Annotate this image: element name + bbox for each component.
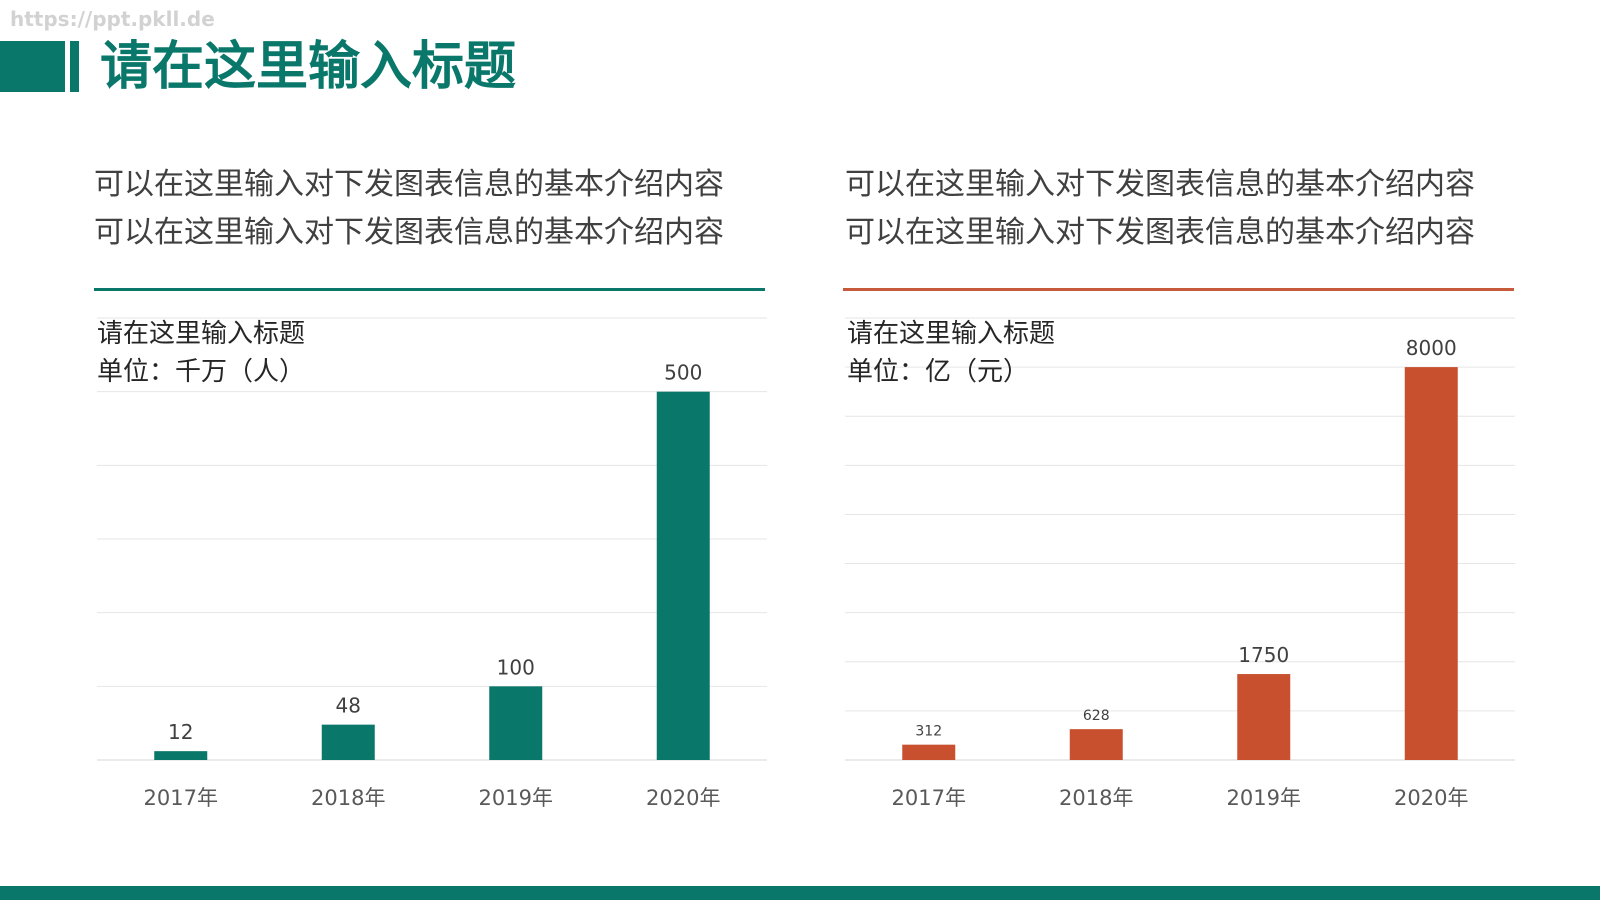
description-left: 可以在这里输入对下发图表信息的基本介绍内容 可以在这里输入对下发图表信息的基本介… bbox=[94, 161, 724, 257]
data-label: 1750 bbox=[1238, 643, 1289, 667]
description-right: 可以在这里输入对下发图表信息的基本介绍内容 可以在这里输入对下发图表信息的基本介… bbox=[845, 161, 1475, 257]
bar-chart-right: 312 2017年 628 2018年 1750 2019年 8000 2020年 bbox=[845, 317, 1515, 810]
bar bbox=[1237, 674, 1291, 760]
bar bbox=[489, 686, 543, 760]
description-line: 可以在这里输入对下发图表信息的基本介绍内容 bbox=[94, 167, 724, 202]
description-line: 可以在这里输入对下发图表信息的基本介绍内容 bbox=[94, 215, 724, 250]
data-label: 100 bbox=[497, 655, 535, 679]
data-label: 628 bbox=[1083, 708, 1110, 724]
category-label: 2019年 bbox=[479, 786, 553, 810]
title-color-block bbox=[0, 41, 65, 92]
bar bbox=[321, 724, 375, 760]
category-label: 2020年 bbox=[646, 786, 720, 810]
title-accent-bar bbox=[70, 41, 79, 92]
data-label: 312 bbox=[915, 724, 942, 740]
description-line: 可以在这里输入对下发图表信息的基本介绍内容 bbox=[845, 167, 1475, 202]
category-label: 2017年 bbox=[892, 786, 966, 810]
bar-chart-left: 12 2017年 48 2018年 100 2019年 500 2020年 bbox=[97, 317, 767, 810]
divider-line-right bbox=[843, 288, 1514, 291]
data-label: 500 bbox=[664, 361, 702, 385]
watermark-text: https://ppt.pkll.de bbox=[10, 7, 215, 31]
chart-unit-label: 单位：千万（人） bbox=[97, 357, 306, 387]
data-label: 8000 bbox=[1406, 336, 1457, 360]
category-label: 2017年 bbox=[144, 786, 218, 810]
bar bbox=[902, 744, 956, 760]
bar bbox=[1404, 367, 1458, 760]
bar bbox=[1069, 729, 1123, 760]
data-label: 12 bbox=[168, 720, 193, 744]
page-title: 请在这里输入标题 bbox=[100, 37, 517, 97]
category-label: 2019年 bbox=[1227, 786, 1301, 810]
category-label: 2020年 bbox=[1394, 786, 1468, 810]
category-label: 2018年 bbox=[311, 786, 385, 810]
chart-title: 请在这里输入标题 bbox=[97, 319, 306, 349]
category-label: 2018年 bbox=[1059, 786, 1133, 810]
divider-line-left bbox=[94, 288, 765, 291]
chart-unit-label: 单位：亿（元） bbox=[847, 357, 1030, 387]
chart-title: 请在这里输入标题 bbox=[847, 319, 1056, 349]
bar bbox=[154, 751, 208, 760]
data-label: 48 bbox=[336, 694, 361, 718]
description-line: 可以在这里输入对下发图表信息的基本介绍内容 bbox=[845, 215, 1475, 250]
bottom-band bbox=[0, 886, 1600, 900]
bar bbox=[656, 391, 710, 760]
